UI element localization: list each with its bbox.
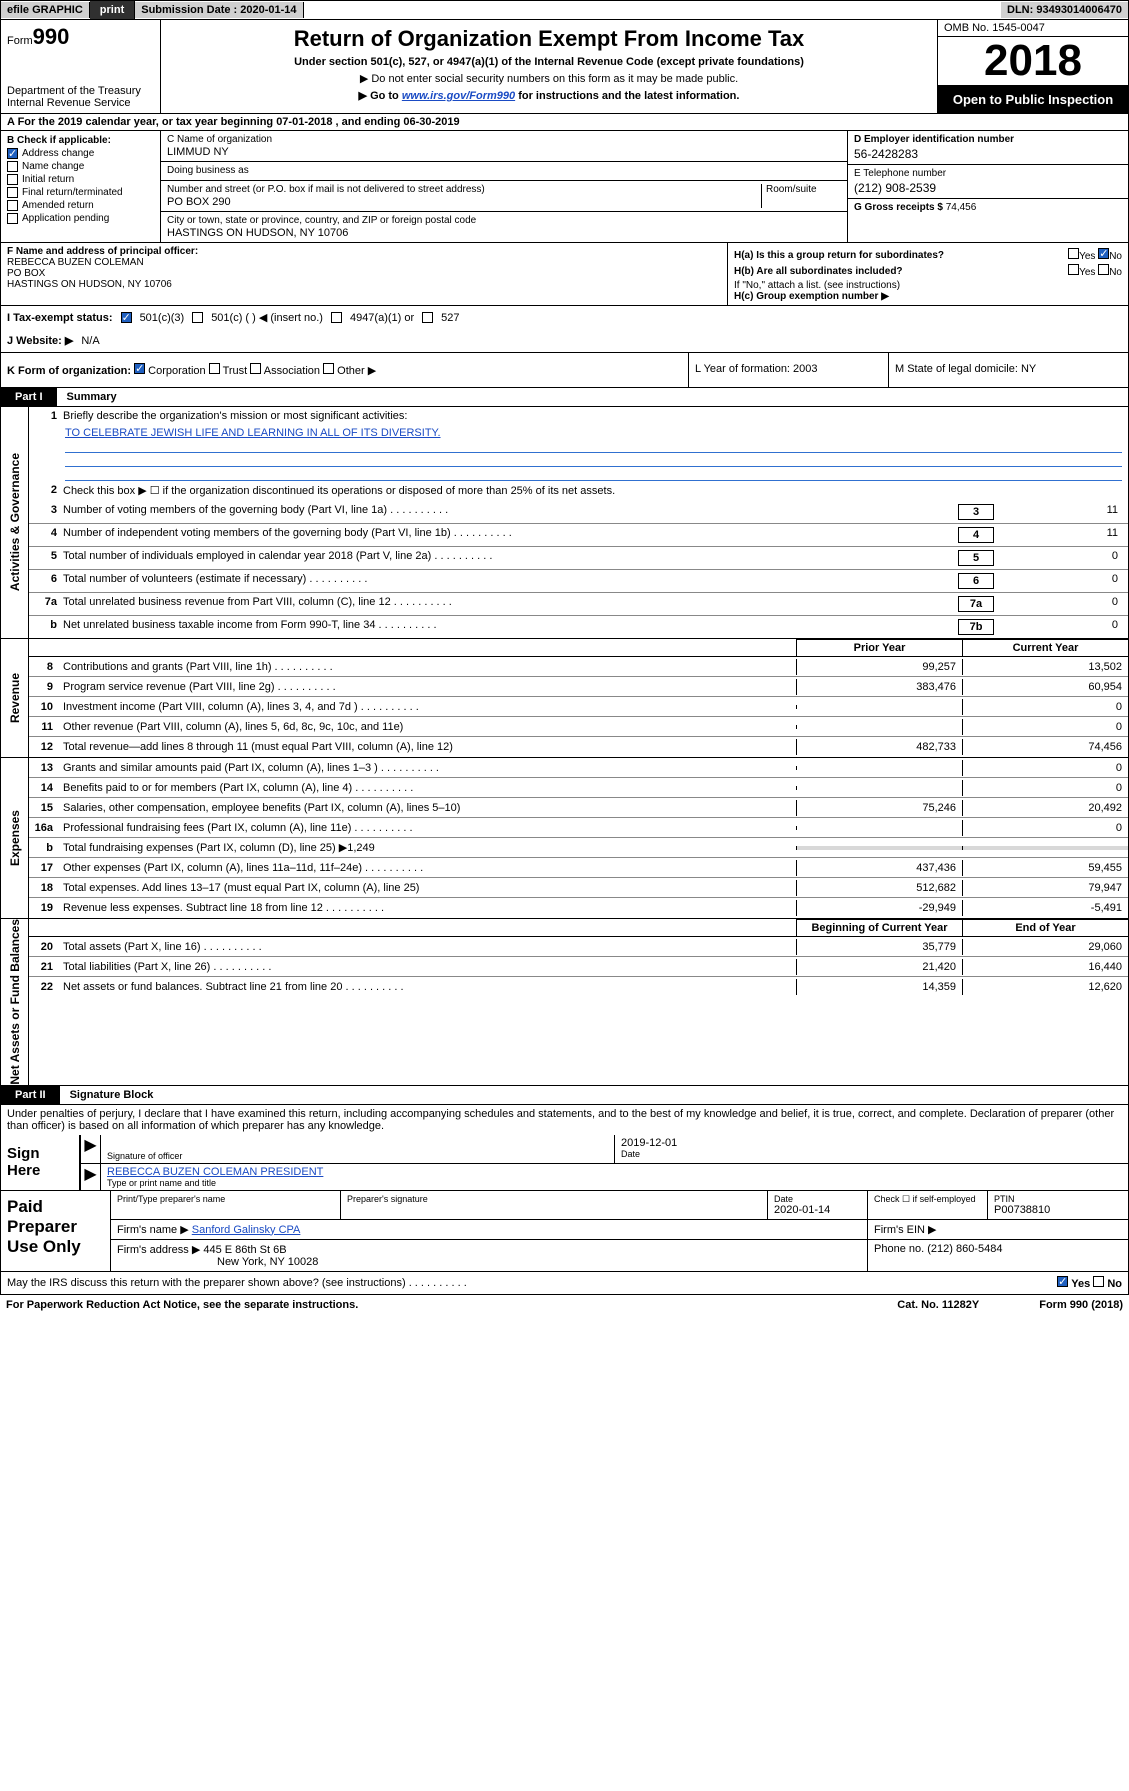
column-c-org: C Name of organization LIMMUD NY Doing b… — [161, 131, 848, 242]
line-6-value: 0 — [994, 573, 1124, 585]
sig-arrow-icon: ▶ — [81, 1135, 101, 1163]
form-title: Return of Organization Exempt From Incom… — [169, 26, 929, 52]
city-state-zip: HASTINGS ON HUDSON, NY 10706 — [167, 227, 841, 239]
trust-checkbox[interactable] — [209, 363, 220, 374]
net-assets-section: Net Assets or Fund Balances Beginning of… — [0, 919, 1129, 1086]
top-bar: efile GRAPHIC print Submission Date : 20… — [0, 0, 1129, 20]
part-1-header: Part I Summary — [0, 388, 1129, 407]
4947-checkbox[interactable] — [331, 312, 342, 323]
form-header: Form990 Department of the Treasury Inter… — [0, 20, 1129, 114]
firm-address: 445 E 86th St 6B — [203, 1244, 286, 1256]
open-public-badge: Open to Public Inspection — [938, 86, 1128, 113]
form-number: Form990 — [7, 24, 154, 50]
sign-here-label: Sign Here — [1, 1135, 81, 1190]
gross-receipts: 74,456 — [946, 202, 977, 213]
instructions-link[interactable]: www.irs.gov/Form990 — [402, 90, 515, 102]
dept-label: Department of the Treasury Internal Reve… — [7, 85, 154, 109]
ha-yes-checkbox[interactable] — [1068, 248, 1079, 259]
cat-no: Cat. No. 11282Y — [897, 1299, 979, 1311]
group-return: H(a) Is this a group return for subordin… — [728, 243, 1128, 305]
declaration-text: Under penalties of perjury, I declare th… — [1, 1105, 1128, 1135]
firm-phone: (212) 860-5484 — [927, 1243, 1002, 1255]
year-formation: L Year of formation: 2003 — [688, 353, 888, 387]
omb-number: OMB No. 1545-0047 — [938, 20, 1128, 37]
street-address: PO BOX 290 — [167, 196, 761, 208]
bottom-footer: For Paperwork Reduction Act Notice, see … — [0, 1295, 1129, 1315]
signature-block: Under penalties of perjury, I declare th… — [0, 1105, 1129, 1191]
tax-exempt-status-row: I Tax-exempt status: 501(c)(3) 501(c) ( … — [0, 306, 1129, 329]
amended-return-checkbox[interactable] — [7, 200, 18, 211]
website-row: J Website: ▶ N/A — [0, 329, 1129, 353]
room-suite: Room/suite — [761, 184, 841, 208]
line-3-value: 11 — [994, 504, 1124, 516]
tax-year: 2018 — [938, 37, 1128, 86]
begin-year-header: Beginning of Current Year — [796, 919, 962, 936]
initial-return-checkbox[interactable] — [7, 174, 18, 185]
sig-date: 2019-12-01 — [621, 1137, 1122, 1149]
principal-officer: F Name and address of principal officer:… — [1, 243, 728, 305]
state-domicile: M State of legal domicile: NY — [888, 353, 1128, 387]
line-7b-value: 0 — [994, 619, 1124, 631]
discuss-no-checkbox[interactable] — [1093, 1276, 1104, 1287]
discuss-yes-checkbox[interactable] — [1057, 1276, 1068, 1287]
ha-no-checkbox[interactable] — [1098, 248, 1109, 259]
end-year-header: End of Year — [962, 919, 1128, 936]
efile-label: efile GRAPHIC — [1, 2, 90, 18]
ptin: P00738810 — [994, 1204, 1122, 1216]
mission-text: TO CELEBRATE JEWISH LIFE AND LEARNING IN… — [65, 427, 1122, 439]
row-f-h: F Name and address of principal officer:… — [0, 243, 1129, 306]
subtitle-1: Under section 501(c), 527, or 4947(a)(1)… — [169, 56, 929, 68]
revenue-section: Revenue Prior Year Current Year 8Contrib… — [0, 639, 1129, 758]
sig-arrow-icon: ▶ — [81, 1164, 101, 1190]
form-footer: Form 990 (2018) — [1039, 1299, 1123, 1311]
prior-year-header: Prior Year — [796, 639, 962, 656]
line-7a-value: 0 — [994, 596, 1124, 608]
current-year-header: Current Year — [962, 639, 1128, 656]
501c3-checkbox[interactable] — [121, 312, 132, 323]
submission-date: Submission Date : 2020-01-14 — [135, 2, 303, 18]
hb-no-checkbox[interactable] — [1098, 264, 1109, 275]
print-button[interactable]: print — [90, 1, 135, 19]
other-checkbox[interactable] — [323, 363, 334, 374]
expenses-section: Expenses 13Grants and similar amounts pa… — [0, 758, 1129, 919]
phone: (212) 908-2539 — [854, 181, 1122, 195]
name-change-checkbox[interactable] — [7, 161, 18, 172]
paid-preparer-label: Paid Preparer Use Only — [1, 1191, 111, 1271]
hb-yes-checkbox[interactable] — [1068, 264, 1079, 275]
section-a-period: A For the 2019 calendar year, or tax yea… — [0, 114, 1129, 131]
corporation-checkbox[interactable] — [134, 363, 145, 374]
527-checkbox[interactable] — [422, 312, 433, 323]
form-of-org-row: K Form of organization: Corporation Trus… — [0, 353, 1129, 388]
dln-label: DLN: 93493014006470 — [1001, 2, 1128, 18]
address-change-checkbox[interactable] — [7, 148, 18, 159]
association-checkbox[interactable] — [250, 363, 261, 374]
part-2-header: Part II Signature Block — [0, 1086, 1129, 1105]
activities-section: Activities & Governance 1 Briefly descri… — [0, 407, 1129, 639]
firm-name-link[interactable]: Sanford Galinsky CPA — [192, 1224, 301, 1236]
discuss-row: May the IRS discuss this return with the… — [0, 1272, 1129, 1295]
ein: 56-2428283 — [854, 147, 1122, 161]
final-return-checkbox[interactable] — [7, 187, 18, 198]
501c-checkbox[interactable] — [192, 312, 203, 323]
application-pending-checkbox[interactable] — [7, 213, 18, 224]
officer-name: REBECCA BUZEN COLEMAN PRESIDENT — [107, 1166, 1122, 1178]
website: N/A — [81, 335, 99, 347]
main-info-block: B Check if applicable: Address change Na… — [0, 131, 1129, 243]
subtitle-3: ▶ Go to www.irs.gov/Form990 for instruct… — [169, 89, 929, 102]
line-4-value: 11 — [994, 527, 1124, 539]
column-d-ein: D Employer identification number 56-2428… — [848, 131, 1128, 242]
line-5-value: 0 — [994, 550, 1124, 562]
org-name: LIMMUD NY — [167, 146, 841, 158]
paid-preparer-block: Paid Preparer Use Only Print/Type prepar… — [0, 1191, 1129, 1272]
preparer-date: 2020-01-14 — [774, 1204, 861, 1216]
column-b-checkboxes: B Check if applicable: Address change Na… — [1, 131, 161, 242]
subtitle-2: ▶ Do not enter social security numbers o… — [169, 72, 929, 85]
